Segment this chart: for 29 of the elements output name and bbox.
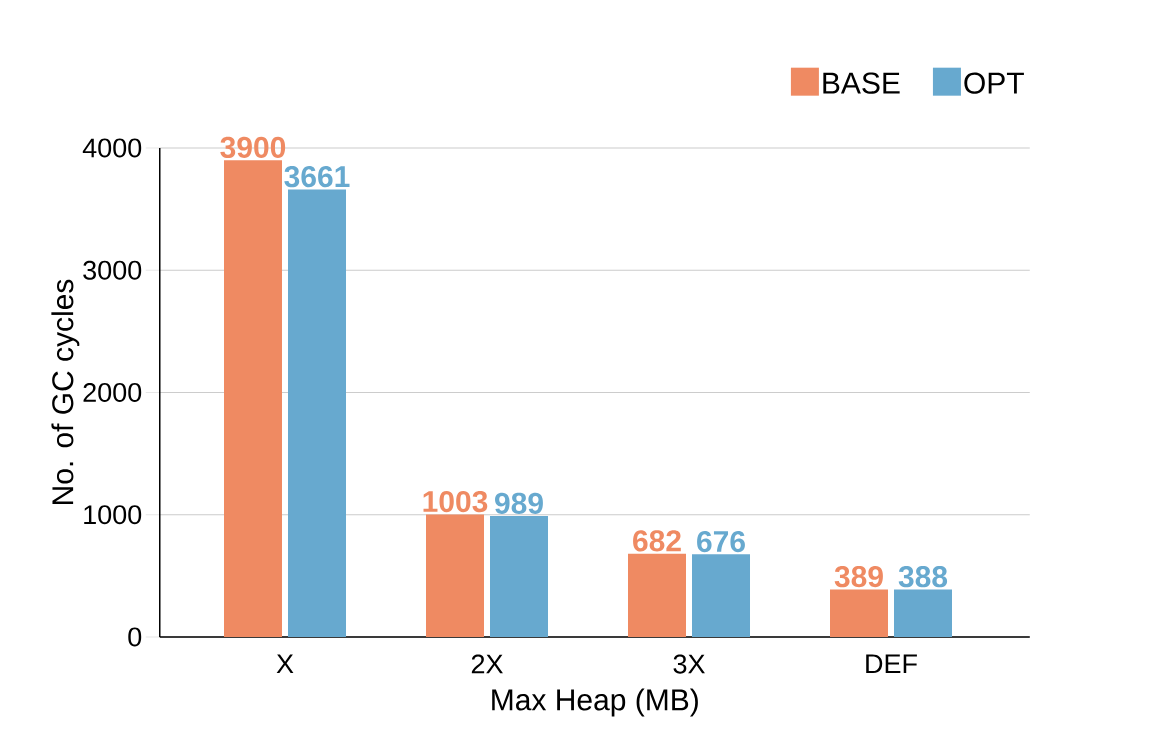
data-label: 682 (633, 530, 681, 552)
bar (426, 514, 484, 637)
y-tick-label: 1000 (84, 505, 142, 525)
y-tick-label: 4000 (82, 138, 142, 158)
data-label: 989 (495, 492, 543, 514)
data-label: 3900 (220, 136, 286, 159)
x-tick-label: DEF (866, 654, 917, 674)
bar (830, 589, 888, 637)
y-axis-title: No. of GC cycles (51, 279, 80, 504)
data-label: 389 (834, 565, 883, 588)
bar (490, 516, 548, 637)
bar (224, 160, 282, 637)
bar (894, 589, 952, 637)
x-tick-label: 3X (673, 654, 705, 674)
bar (692, 554, 750, 637)
data-label: 1003 (423, 490, 488, 513)
x-axis-title: Max Heap (MB) (492, 688, 698, 717)
data-label: 676 (697, 530, 745, 553)
data-label: 3661 (284, 165, 350, 188)
x-tick-label: X (276, 654, 294, 674)
bar (628, 553, 686, 637)
y-tick-label: 3000 (83, 260, 142, 280)
legend-label: BASE (823, 72, 900, 94)
x-tick-label: 2X (471, 654, 503, 674)
y-tick-label: 0 (128, 627, 142, 647)
legend-label: OPT (964, 72, 1024, 94)
y-tick-label: 2000 (83, 382, 142, 403)
bar (288, 189, 346, 637)
data-label: 388 (898, 566, 948, 588)
